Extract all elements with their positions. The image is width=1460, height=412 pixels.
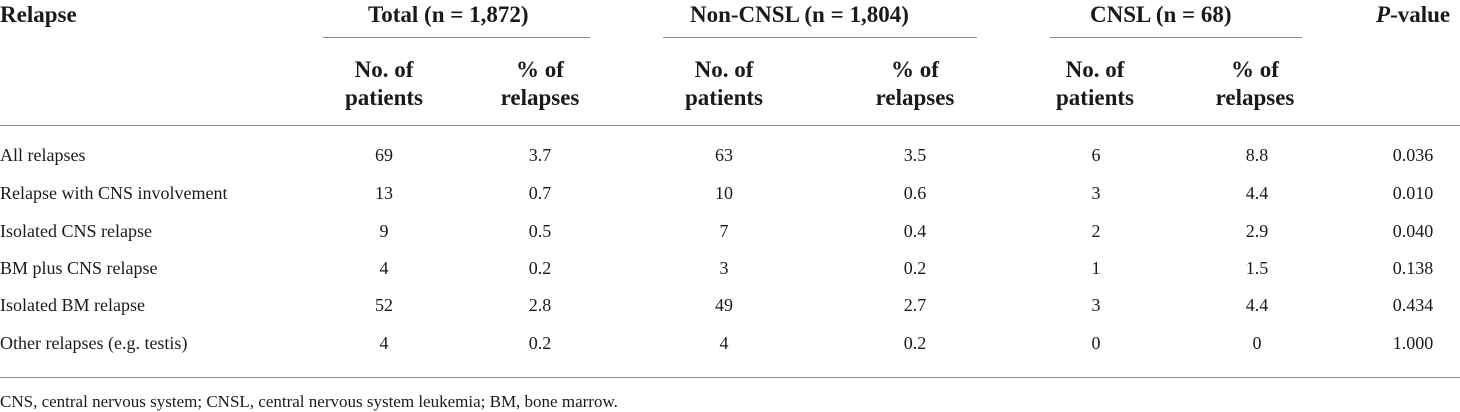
row-label: Isolated CNS relapse xyxy=(0,221,152,241)
table-cell-total-no: 4 xyxy=(379,333,389,353)
table-cell-cnsl-pct: 0 xyxy=(1252,333,1262,353)
table-cell-cnsl-no: 0 xyxy=(1091,333,1101,353)
subheader-line: No. of xyxy=(694,57,754,82)
subheader-line: patients xyxy=(1056,85,1134,110)
row-label: Relapse with CNS involvement xyxy=(0,183,228,203)
subheader-cnsl-no: No. of patients xyxy=(1035,56,1155,112)
header-noncnsl: Non-CNSL (n = 1,804) xyxy=(690,2,909,27)
table-cell-non-no: 3 xyxy=(719,258,729,278)
subheader-noncnsl-pct: % of relapses xyxy=(855,56,975,112)
table-footnote: CNS, central nervous system; CNSL, centr… xyxy=(0,392,618,411)
table-cell-cnsl-pct: 1.5 xyxy=(1245,258,1269,278)
table-cell-non-pct: 2.7 xyxy=(903,295,927,315)
subheader-line: No. of xyxy=(1065,57,1125,82)
table-cell-total-pct: 3.7 xyxy=(528,145,552,165)
table-cell-total-no: 13 xyxy=(375,183,393,203)
subheader-line: % of xyxy=(1231,57,1279,82)
noncnsl-group-rule xyxy=(663,37,977,38)
table-cell-cnsl-no: 3 xyxy=(1091,183,1101,203)
table-cell-p: 1.000 xyxy=(1392,333,1434,353)
header-pvalue-rest: -value xyxy=(1390,2,1451,27)
subheader-line: patients xyxy=(685,85,763,110)
row-label: Other relapses (e.g. testis) xyxy=(0,333,188,353)
subheader-line: % of xyxy=(516,57,564,82)
table-cell-total-no: 69 xyxy=(375,145,393,165)
table-cell-non-pct: 0.6 xyxy=(903,183,927,203)
subheader-noncnsl-no: No. of patients xyxy=(664,56,784,112)
subheader-line: relapses xyxy=(1215,85,1295,110)
header-pvalue-italic: P xyxy=(1376,2,1391,27)
table-bottom-rule xyxy=(0,377,1460,378)
subheader-line: relapses xyxy=(500,85,580,110)
table-cell-cnsl-no: 6 xyxy=(1091,145,1101,165)
table-cell-cnsl-no: 3 xyxy=(1091,295,1101,315)
table-cell-p: 0.138 xyxy=(1392,258,1434,278)
subheader-total-pct: % of relapses xyxy=(480,56,600,112)
table-cell-total-pct: 2.8 xyxy=(528,295,552,315)
table-cell-non-pct: 0.2 xyxy=(903,258,927,278)
table-cell-cnsl-no: 1 xyxy=(1091,258,1101,278)
row-label: Isolated BM relapse xyxy=(0,295,145,315)
table-cell-total-pct: 0.7 xyxy=(528,183,552,203)
total-group-rule xyxy=(323,37,590,38)
subheader-line: patients xyxy=(345,85,423,110)
subheader-line: No. of xyxy=(354,57,414,82)
table-cell-total-pct: 0.5 xyxy=(528,221,552,241)
table-cell-cnsl-no: 2 xyxy=(1091,221,1101,241)
table-cell-p: 0.040 xyxy=(1392,221,1434,241)
table-cell-total-no: 52 xyxy=(375,295,393,315)
row-label: All relapses xyxy=(0,145,86,165)
table-cell-total-pct: 0.2 xyxy=(528,333,552,353)
table-cell-non-pct: 0.2 xyxy=(903,333,927,353)
header-cnsl: CNSL (n = 68) xyxy=(1090,2,1232,27)
subheader-line: relapses xyxy=(875,85,955,110)
cnsl-group-rule xyxy=(1050,37,1302,38)
table-cell-cnsl-pct: 8.8 xyxy=(1245,145,1269,165)
table-cell-non-no: 10 xyxy=(715,183,733,203)
header-pvalue: P-value xyxy=(1376,1,1450,29)
table-cell-p: 0.434 xyxy=(1392,295,1434,315)
header-bottom-rule xyxy=(0,125,1460,126)
subheader-line: % of xyxy=(891,57,939,82)
table-cell-cnsl-pct: 4.4 xyxy=(1245,295,1269,315)
table-cell-total-no: 9 xyxy=(379,221,389,241)
table-cell-non-pct: 0.4 xyxy=(903,221,927,241)
table-cell-non-pct: 3.5 xyxy=(903,145,927,165)
subheader-cnsl-pct: % of relapses xyxy=(1195,56,1315,112)
table-cell-p: 0.036 xyxy=(1392,145,1434,165)
table-cell-cnsl-pct: 2.9 xyxy=(1245,221,1269,241)
table-cell-non-no: 7 xyxy=(719,221,729,241)
table-cell-cnsl-pct: 4.4 xyxy=(1245,183,1269,203)
table-cell-non-no: 4 xyxy=(719,333,729,353)
table-cell-total-pct: 0.2 xyxy=(528,258,552,278)
table-cell-non-no: 63 xyxy=(715,145,733,165)
row-label: BM plus CNS relapse xyxy=(0,258,158,278)
table-cell-non-no: 49 xyxy=(715,295,733,315)
table-cell-total-no: 4 xyxy=(379,258,389,278)
subheader-total-no: No. of patients xyxy=(324,56,444,112)
header-total: Total (n = 1,872) xyxy=(368,2,529,27)
header-relapse: Relapse xyxy=(0,2,77,27)
table-cell-p: 0.010 xyxy=(1392,183,1434,203)
